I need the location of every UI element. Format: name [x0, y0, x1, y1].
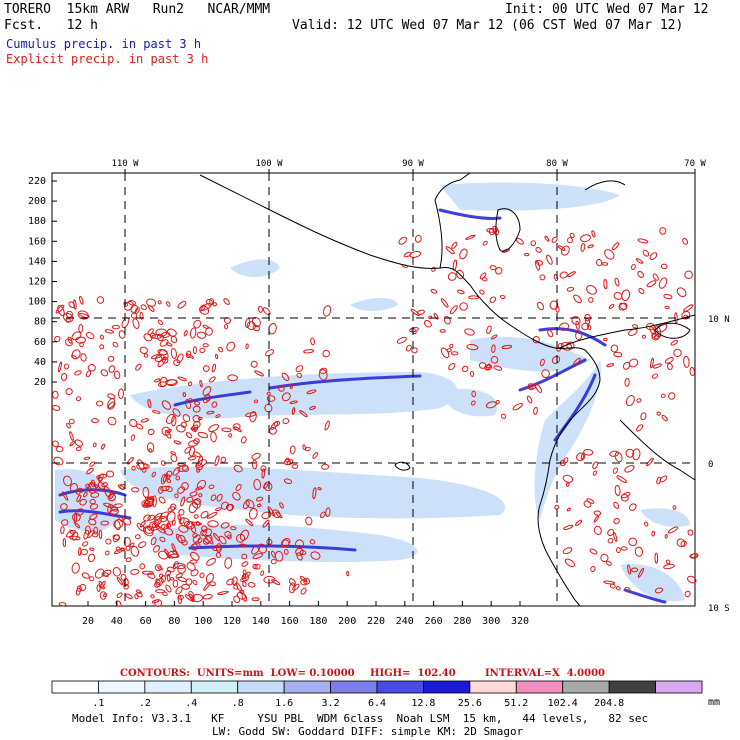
scale-label: 51.2	[504, 698, 528, 709]
x-tick-label: 20	[82, 616, 94, 627]
scale-swatch	[51, 680, 99, 694]
scale-swatch	[423, 680, 471, 694]
scale-swatch	[655, 680, 703, 694]
cumulus-legend: Cumulus precip. in past 3 h	[6, 37, 202, 51]
x-tick-label: 280	[453, 616, 471, 627]
scale-swatch	[608, 680, 656, 694]
lat-label-10s: 10 S	[708, 604, 730, 614]
y-tick-label: 60	[34, 337, 46, 348]
model-info-line2: LW: Godd SW: Goddard DIFF: simple KM: 2D…	[212, 725, 524, 738]
y-tick-label: 100	[28, 297, 46, 308]
scale-swatch	[98, 680, 146, 694]
explicit-legend: Explicit precip. in past 3 h	[6, 52, 209, 66]
scale-label: .8	[232, 698, 244, 709]
init-time: Init: 00 UTC Wed 07 Mar 12	[505, 2, 709, 17]
scale-swatch	[376, 680, 424, 694]
scale-swatch	[144, 680, 192, 694]
lat-label-0: 0	[708, 460, 713, 470]
scale-swatch	[330, 680, 378, 694]
x-tick-label: 80	[168, 616, 180, 627]
scale-label: 25.6	[458, 698, 482, 709]
scale-swatch	[562, 680, 610, 694]
lon-label-80w: 80 W	[546, 159, 568, 169]
scale-label: 1.6	[275, 698, 293, 709]
x-tick-label: 300	[482, 616, 500, 627]
y-tick-label: 140	[28, 256, 46, 267]
y-tick-label: 20	[34, 377, 46, 388]
x-tick-label: 60	[140, 616, 152, 627]
lon-label-100w: 100 W	[255, 159, 283, 169]
x-tick-label: 180	[309, 616, 327, 627]
y-tick-label: 120	[28, 277, 46, 288]
x-tick-label: 140	[252, 616, 270, 627]
y-axis-ticks: 220 200 180 160 140 120 100 80 60 40 20	[28, 176, 57, 388]
color-scale-bar: .1 .2 .4 .8 1.6 3.2 6.4 12.8 25.6 51.2 102.4 204.8	[51, 680, 703, 709]
contour-high: HIGH= 102.40	[370, 668, 456, 679]
y-tick-label: 80	[34, 317, 46, 328]
scale-swatch	[283, 680, 331, 694]
scale-label: 3.2	[322, 698, 340, 709]
scale-swatch	[469, 680, 517, 694]
x-tick-label: 40	[111, 616, 123, 627]
model-title: TORERO 15km ARW Run2 NCAR/MMM	[4, 2, 271, 17]
graticule	[52, 173, 695, 606]
cumulus-shading	[55, 182, 690, 602]
x-tick-label: 100	[194, 616, 212, 627]
scale-units: mm	[708, 697, 721, 708]
explicit-contours	[51, 225, 699, 607]
scale-label: .4	[185, 698, 197, 709]
scale-label: 12.8	[411, 698, 435, 709]
x-tick-label: 160	[281, 616, 299, 627]
scale-label: .1	[92, 698, 104, 709]
scale-swatch	[190, 680, 239, 694]
y-tick-label: 180	[28, 216, 46, 227]
scale-label: 6.4	[368, 698, 386, 709]
y-tick-label: 200	[28, 196, 46, 207]
scale-swatch	[237, 680, 285, 694]
lon-label-70w: 70 W	[684, 159, 706, 169]
contour-units: CONTOURS: UNITS=mm LOW= 0.10000	[120, 668, 355, 679]
x-tick-label: 240	[396, 616, 414, 627]
contour-interval: INTERVAL=X 4.0000	[485, 668, 605, 679]
model-info-line1: Model Info: V3.3.1 KF YSU PBL WDM 6class…	[72, 712, 649, 725]
scale-label: 102.4	[548, 698, 578, 709]
scale-swatch	[515, 680, 564, 694]
map-frame	[51, 172, 696, 607]
coastlines	[199, 172, 696, 607]
x-tick-label: 200	[338, 616, 356, 627]
lon-label-90w: 90 W	[402, 159, 424, 169]
x-tick-label: 320	[511, 616, 529, 627]
valid-time: Valid: 12 UTC Wed 07 Mar 12 (06 CST Wed …	[292, 18, 684, 33]
y-tick-label: 160	[28, 236, 46, 247]
lon-label-110w: 110 W	[111, 159, 139, 169]
y-tick-label: 220	[28, 176, 46, 187]
x-tick-label: 220	[367, 616, 385, 627]
scale-label: .2	[139, 698, 151, 709]
y-tick-label: 40	[34, 357, 46, 368]
forecast-hour: Fcst. 12 h	[4, 18, 98, 33]
x-tick-label: 120	[223, 616, 241, 627]
scale-label: 204.8	[594, 698, 624, 709]
lat-label-10n: 10 N	[708, 315, 730, 325]
x-tick-label: 260	[425, 616, 443, 627]
x-axis-ticks: 20 40 60 80 100 120 140 160 180 200 220 240 260 280 30…	[82, 601, 529, 627]
